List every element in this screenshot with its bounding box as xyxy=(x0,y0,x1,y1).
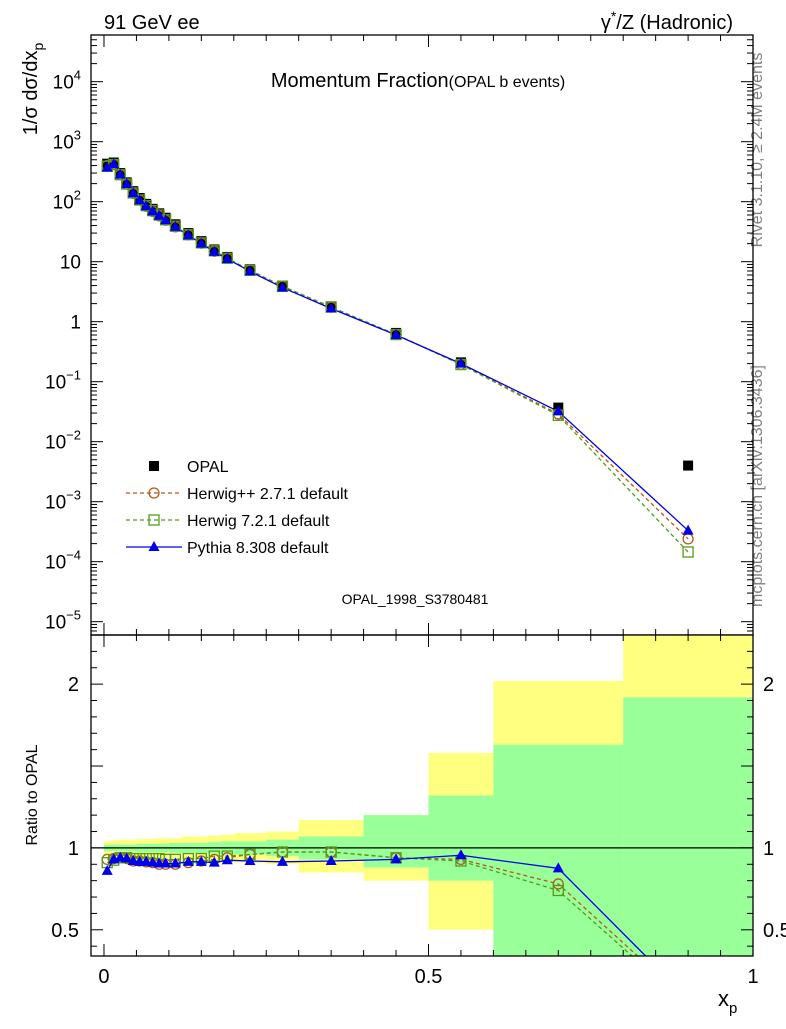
x-tick-label: 0 xyxy=(98,966,109,988)
data-point-pythia xyxy=(552,405,564,416)
y-tick-label: 10 xyxy=(60,253,81,274)
main-plot-marks xyxy=(101,157,694,558)
ratio-point-pythia xyxy=(552,862,564,873)
ratio-point-herwig7 xyxy=(683,1001,693,1011)
ratio-point-pythia xyxy=(208,856,220,867)
header-right: γ*/Z (Hadronic) xyxy=(601,8,733,34)
ratio-point-pythia xyxy=(147,856,159,867)
plot-title: Momentum Fraction(OPAL b events) xyxy=(271,70,565,92)
ratio-point-pythia xyxy=(276,855,288,866)
y-tick-label: 10−4 xyxy=(45,548,81,574)
legend-marker-opal xyxy=(149,461,159,471)
ratio-y-tick-label: 0.5 xyxy=(51,920,79,942)
data-point-pythia xyxy=(140,200,152,211)
ratio-plot-marks xyxy=(91,635,753,1011)
y-tick-label: 104 xyxy=(53,68,81,94)
legend-label-pythia: Pythia 8.308 default xyxy=(187,540,329,557)
y-tick-label: 10−1 xyxy=(45,368,81,394)
main-plot: 10−5 10−4 10−3 10−2 10−1 1 10 102 103 104 Momentu… xyxy=(20,34,754,636)
data-point-pythia xyxy=(182,229,194,240)
ratio-clip-group xyxy=(91,635,753,1011)
data-point-pythia xyxy=(160,214,172,225)
ratio-series-line-herwig7 xyxy=(106,851,634,956)
ratio-point-pythia xyxy=(195,855,207,866)
data-point-pythia xyxy=(147,205,159,216)
legend: OPAL Herwig++ 2.7.1 default Herwig 7.2.1 d… xyxy=(126,459,349,557)
x-tick-label: 1 xyxy=(747,966,758,988)
ratio-point-pythia xyxy=(140,855,152,866)
y-tick-label: 10−5 xyxy=(45,608,81,634)
ratio-y-tick-label: 2 xyxy=(68,674,79,696)
main-y-axis-label: 1/σ dσ/dxp xyxy=(20,43,46,136)
legend-label-herwigpp: Herwig++ 2.7.1 default xyxy=(187,486,349,503)
y-tick-label: 10−3 xyxy=(45,488,81,514)
data-point-pythia xyxy=(169,220,181,231)
ratio-point-pythia xyxy=(127,855,139,866)
ratio-y-tick-label-right: 0.5 xyxy=(763,920,786,942)
uncertainty-band-stat xyxy=(493,744,624,956)
legend-marker-pythia xyxy=(148,541,160,551)
ratio-point-pythia xyxy=(683,993,694,1003)
data-point-pythia xyxy=(114,168,126,179)
data-point-pythia xyxy=(244,265,256,276)
ratio-plot-frame xyxy=(90,634,754,957)
uncertainty-band-stat xyxy=(623,697,753,956)
analysis-watermark: OPAL_1998_S3780481 xyxy=(342,591,489,607)
data-point-herwig7 xyxy=(682,546,694,558)
ratio-point-pythia xyxy=(101,864,113,875)
y-tick-label: 102 xyxy=(53,188,81,214)
ratio-point-herwigpp xyxy=(683,997,693,1007)
data-point-pythia xyxy=(276,281,288,292)
ratio-point-herwigpp xyxy=(552,878,564,890)
legend-label-herwig7: Herwig 7.2.1 default xyxy=(187,513,330,530)
data-point-pythia xyxy=(121,178,133,189)
y-tick-label: 1 xyxy=(70,313,81,334)
ratio-point-pythia xyxy=(169,857,181,868)
data-point-pythia xyxy=(101,161,113,172)
ratio-point-pythia xyxy=(160,857,172,868)
legend-label-opal: OPAL xyxy=(187,459,229,476)
data-point-pythia xyxy=(134,194,146,205)
ratio-point-pythia xyxy=(114,851,126,862)
x-tick-label: 0.5 xyxy=(415,966,443,988)
ratio-point-pythia xyxy=(325,855,337,866)
y-tick-label: 10−2 xyxy=(45,428,81,454)
ratio-y-axis-label: Ratio to OPAL xyxy=(24,744,41,845)
data-point-pythia xyxy=(455,357,467,368)
ratio-point-pythia xyxy=(121,852,133,863)
data-point-pythia xyxy=(127,187,139,198)
ratio-point-herwig7 xyxy=(552,884,564,897)
header-left: 91 GeV ee xyxy=(104,12,200,34)
data-point-pythia xyxy=(682,524,694,535)
x-axis-label: xp xyxy=(718,986,737,1017)
y-tick-label: 103 xyxy=(53,128,81,154)
data-point-pythia xyxy=(108,158,120,169)
data-point-pythia xyxy=(153,209,165,220)
data-point-pythia xyxy=(195,237,207,248)
ratio-point-pythia xyxy=(455,849,467,860)
ratio-point-pythia xyxy=(244,855,256,866)
ratio-point-pythia xyxy=(182,855,194,866)
data-point-pythia xyxy=(325,302,337,313)
ratio-plot: 0.5 0.5 1 1 2 2 0 0.5 1 Ratio to OPAL xp xyxy=(24,634,786,1017)
ratio-point-pythia xyxy=(390,853,402,864)
series-line-herwigpp xyxy=(107,163,689,540)
ratio-y-tick-label-right: 2 xyxy=(763,674,774,696)
data-point-pythia xyxy=(390,329,402,339)
ratio-plot-ticks: 0.5 0.5 1 1 2 2 0 0.5 1 xyxy=(51,635,786,988)
ratio-y-tick-label-right: 1 xyxy=(763,838,774,860)
data-point-pythia xyxy=(221,252,233,263)
legend-marker-herwigpp xyxy=(148,487,160,499)
main-plot-ticks: 10−5 10−4 10−3 10−2 10−1 1 10 102 103 104 xyxy=(45,34,754,636)
legend-marker-herwig7 xyxy=(148,514,160,526)
data-point-opal xyxy=(683,460,694,471)
ratio-point-pythia xyxy=(221,854,233,865)
data-point-pythia xyxy=(208,245,220,256)
ratio-y-tick-label: 1 xyxy=(68,838,79,860)
